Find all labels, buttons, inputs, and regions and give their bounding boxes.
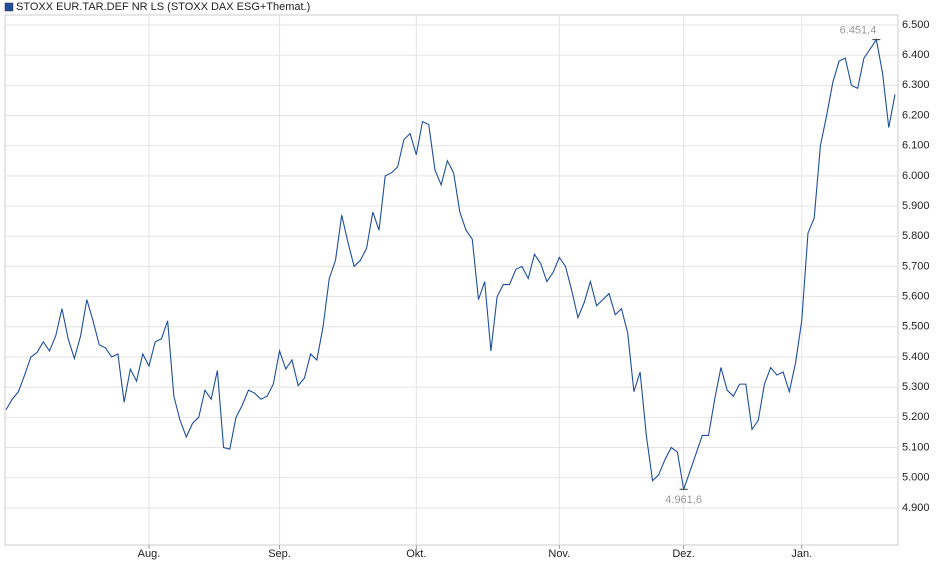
y-tick-label: 5.800 <box>902 230 930 242</box>
y-tick-label: 6.200 <box>902 109 930 121</box>
plot-frame <box>4 14 899 546</box>
y-tick-label: 6.000 <box>902 170 930 182</box>
x-tick-label: Nov. <box>548 548 570 560</box>
y-tick-label: 5.500 <box>902 321 930 333</box>
value-label: 6.451,4 <box>840 25 877 37</box>
y-tick-label: 5.000 <box>902 472 930 484</box>
y-tick-label: 6.100 <box>902 140 930 152</box>
y-tick-label: 6.400 <box>902 49 930 61</box>
y-tick-label: 4.900 <box>902 502 930 514</box>
legend-swatch <box>4 2 14 12</box>
x-tick-label: Sep. <box>268 548 291 560</box>
series-line <box>5 38 896 490</box>
x-tick-label: Dez. <box>672 548 695 560</box>
legend-label: STOXX EUR.TAR.DEF NR LS (STOXX DAX ESG+T… <box>16 1 310 13</box>
x-tick-label: Aug. <box>138 548 161 560</box>
value-label: 4.961,6 <box>665 494 702 506</box>
x-tick-label: Okt. <box>406 548 426 560</box>
y-tick-label: 5.400 <box>902 351 930 363</box>
y-tick-label: 5.200 <box>902 411 930 423</box>
y-tick-label: 5.900 <box>902 200 930 212</box>
y-tick-label: 5.300 <box>902 381 930 393</box>
y-tick-label: 5.100 <box>902 441 930 453</box>
x-tick-label: Jan. <box>791 548 812 560</box>
y-tick-label: 5.600 <box>902 291 930 303</box>
y-tick-label: 6.500 <box>902 19 930 31</box>
y-tick-label: 5.700 <box>902 260 930 272</box>
y-tick-label: 6.300 <box>902 79 930 91</box>
